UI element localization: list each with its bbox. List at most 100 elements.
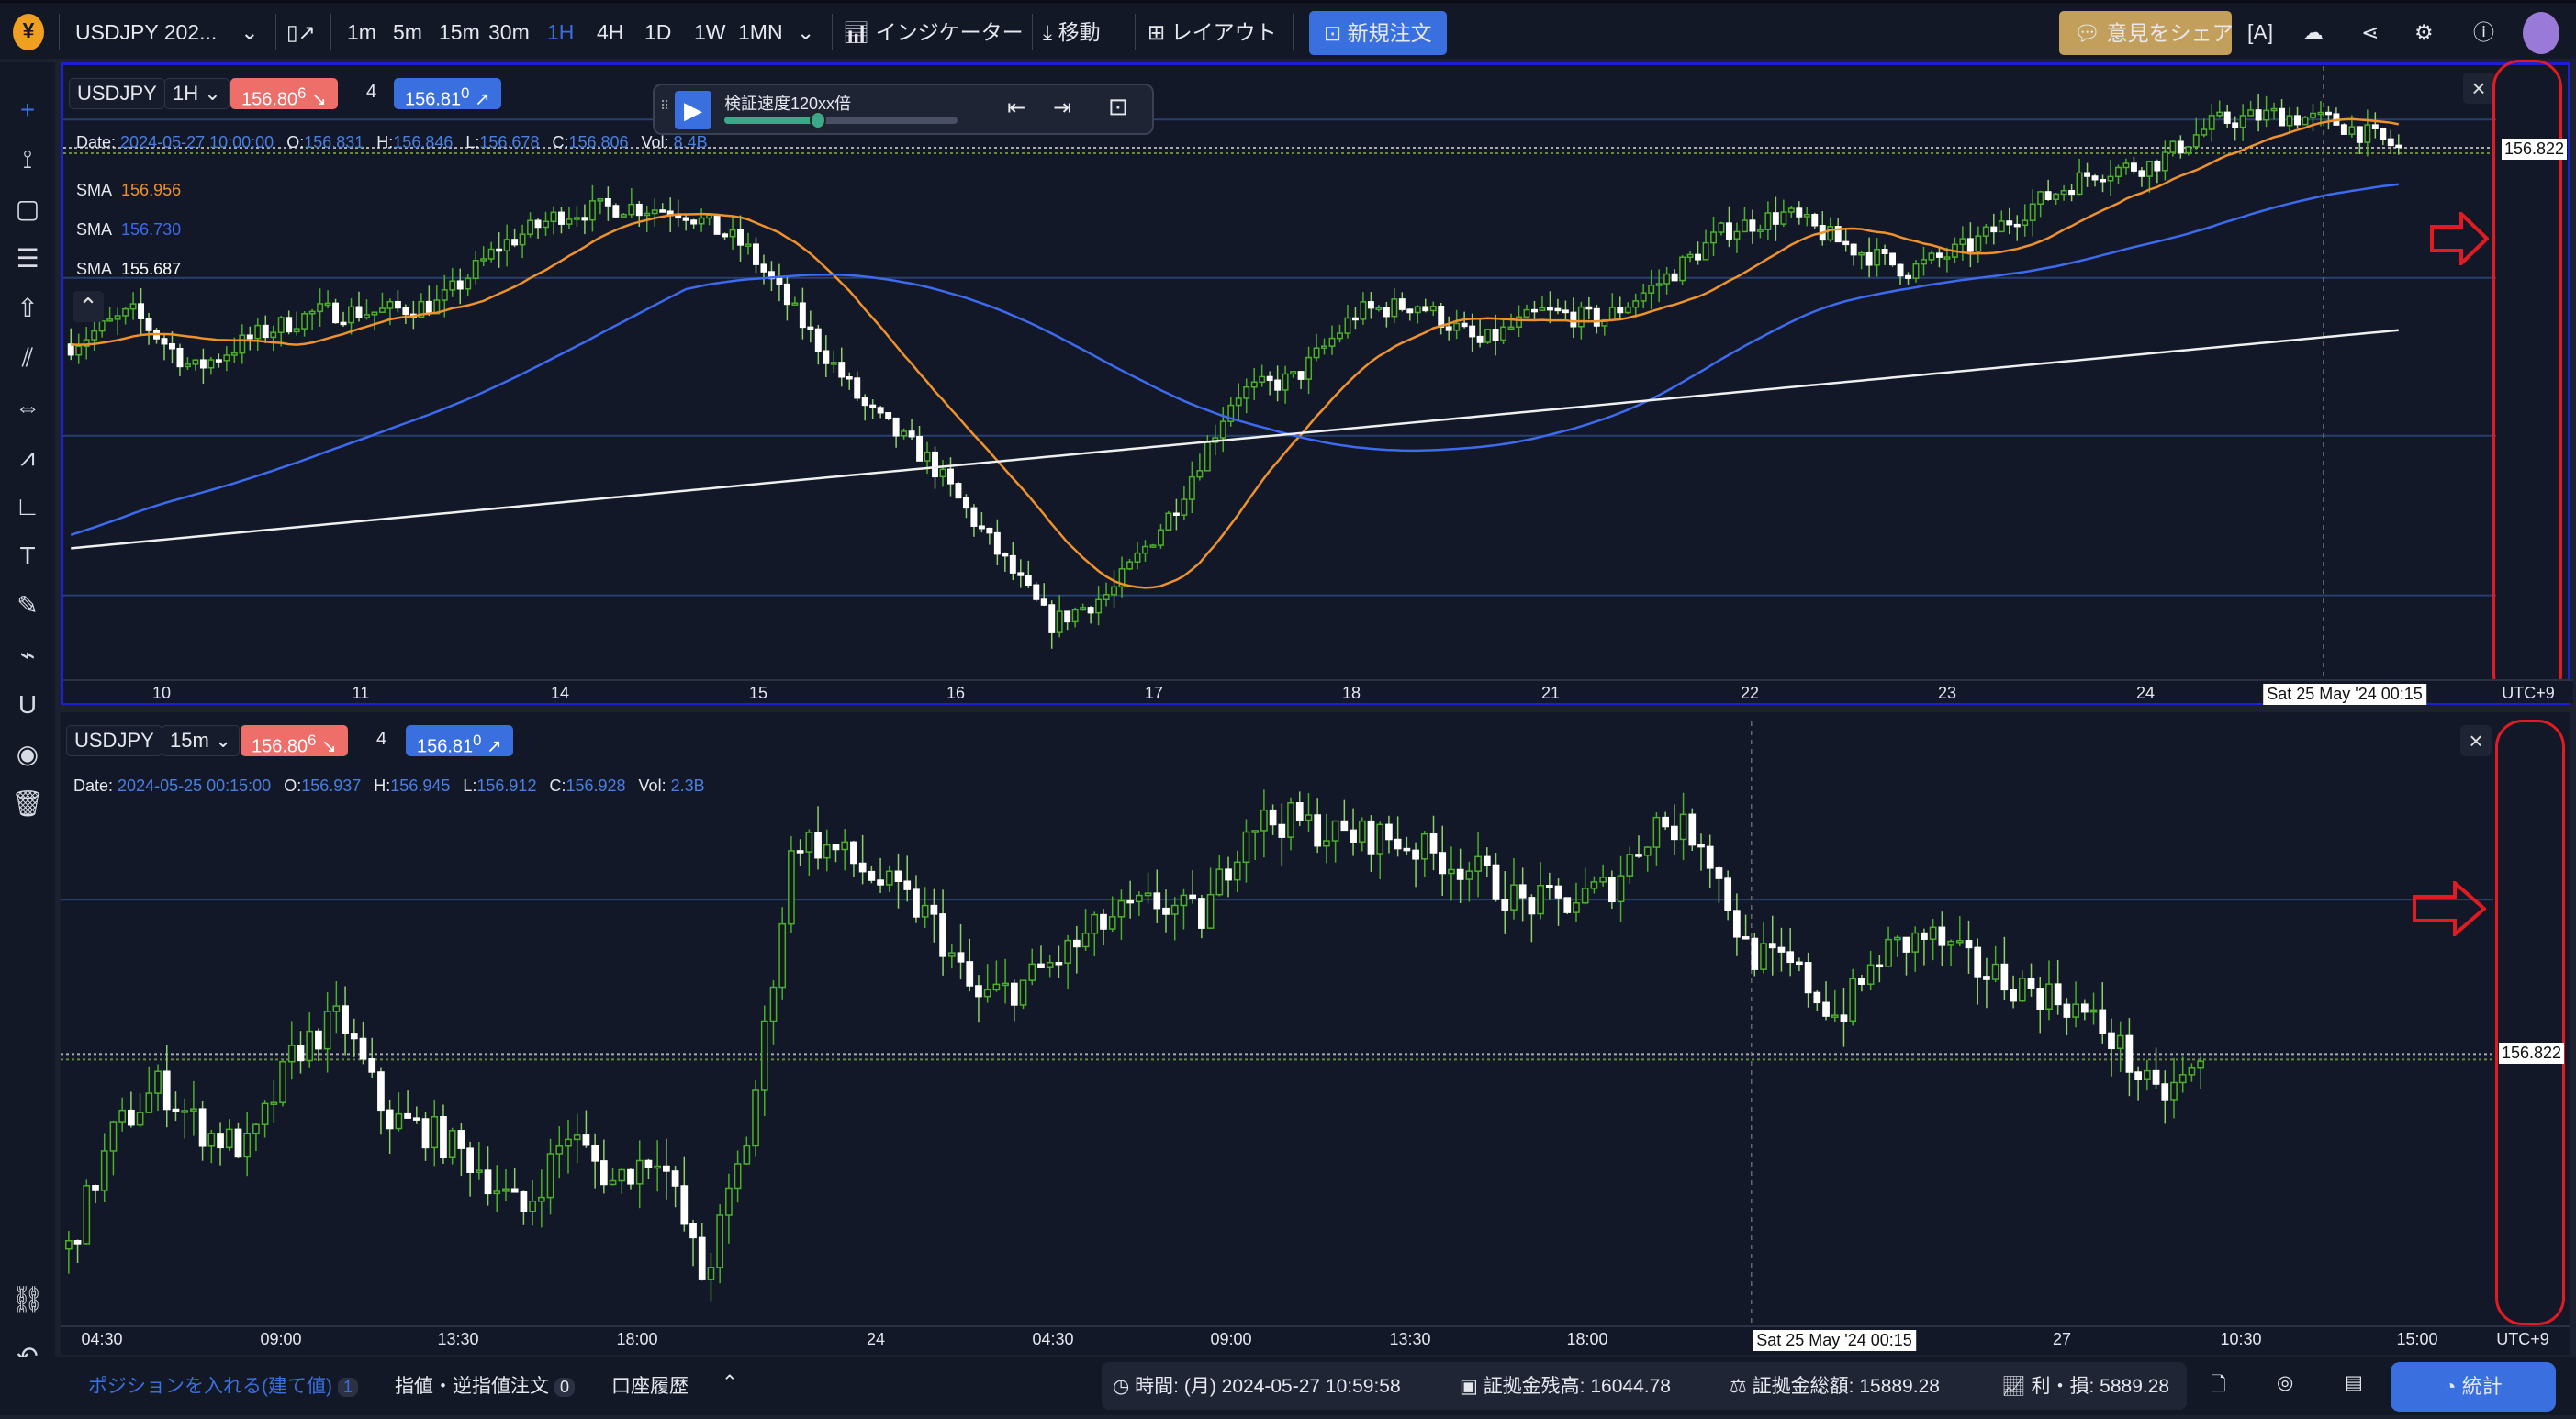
symbol-box[interactable]: USDJPY: [69, 78, 165, 109]
sma-legend-2[interactable]: SMA 156.730: [76, 220, 182, 239]
timeframe-1W[interactable]: 1W: [694, 20, 726, 44]
text-size-icon[interactable]: [A]: [2247, 20, 2274, 44]
time-axis[interactable]: 10 11 14 15 16 17 18 21 22 23 24 Sat 25 May '24 00:…: [63, 679, 2573, 705]
drag-handle-icon[interactable]: ⠿: [660, 98, 670, 113]
bull-candle: [308, 310, 316, 315]
arrow-up-icon[interactable]: ⇧: [17, 294, 39, 322]
positions-tab[interactable]: ポジションを入れる(建て値) 1: [88, 1371, 359, 1399]
time-axis[interactable]: 04:30 09:00 13:30 18:00 24 04:30 09:00 13:30 18:…: [61, 1325, 2570, 1351]
measure-icon[interactable]: ⇔: [15, 393, 40, 421]
indicators-button[interactable]: 📊︎ インジケーター: [843, 16, 1024, 49]
fib-icon[interactable]: ☰: [16, 244, 39, 273]
chart-type-icon[interactable]: ▯↗: [286, 20, 316, 44]
collapse-legend-button[interactable]: ⌃: [73, 291, 104, 322]
document-icon[interactable]: 🗋: [2211, 1374, 2226, 1395]
gear-icon[interactable]: ⚙: [2414, 20, 2434, 44]
bull-candle: [1103, 594, 1110, 601]
candlestick-chart-15m[interactable]: [61, 721, 2493, 1325]
ask-pip: 0: [461, 84, 470, 102]
trend-line-icon[interactable]: ⟟: [22, 145, 33, 173]
bull-candle: [1474, 855, 1482, 872]
timeframe-select[interactable]: 15m ⌄: [162, 725, 241, 756]
bear-candle: [635, 203, 643, 217]
cloud-icon[interactable]: ☁: [2302, 20, 2324, 44]
share-icon[interactable]: ⋖: [2361, 20, 2380, 44]
timeframe-1D[interactable]: 1D: [644, 20, 672, 44]
bear-candle: [753, 243, 759, 265]
bull-candle: [1358, 820, 1366, 843]
bear-candle: [581, 217, 588, 221]
sma-legend-3[interactable]: SMA 155.687: [76, 260, 182, 278]
close-pane-button[interactable]: ×: [2463, 73, 2494, 104]
channel-icon[interactable]: ⫽: [21, 343, 34, 372]
bear-candle: [682, 217, 689, 221]
pattern-icon[interactable]: ⩘: [20, 442, 35, 471]
timeframe-4H[interactable]: 4H: [597, 20, 624, 44]
play-button[interactable]: ▶: [675, 91, 711, 129]
compass-icon[interactable]: ◎: [2277, 1372, 2294, 1393]
share-feedback-button[interactable]: 💬︎ 意見をシェア: [2059, 11, 2234, 55]
slider-knob[interactable]: [809, 111, 826, 129]
bear-candle: [169, 342, 175, 350]
new-order-button[interactable]: ⊡ 新規注文: [1309, 11, 1447, 55]
timeframe-select[interactable]: 1H ⌄: [164, 78, 230, 109]
notes-icon[interactable]: ▤: [2345, 1372, 2363, 1393]
help-icon[interactable]: ⓘ: [2473, 20, 2494, 44]
history-tab[interactable]: 口座履歴: [611, 1376, 689, 1397]
timeframe-1H[interactable]: 1H: [547, 20, 575, 44]
bull-candle: [480, 258, 487, 262]
bull-candle: [1663, 273, 1671, 285]
bear-candle: [1726, 222, 1732, 240]
chart-pane-15m[interactable]: USDJPY 15m ⌄ 156.806 ↘ 4 156.810 ↗ Date:…: [61, 712, 2570, 1355]
bear-candle: [511, 239, 519, 246]
sell-price-button[interactable]: 156.806 ↘: [230, 78, 338, 110]
stats-button[interactable]: ◔ 統計: [2391, 1362, 2556, 1412]
sma-legend-1[interactable]: SMA 156.956: [76, 181, 182, 199]
close-pane-button[interactable]: ×: [2460, 725, 2492, 756]
bull-candle: [550, 211, 557, 223]
replay-speed-slider[interactable]: [724, 111, 958, 129]
brush-icon[interactable]: ✎: [17, 591, 39, 620]
timeframe-1MN[interactable]: 1MN: [738, 20, 783, 44]
buy-price-button[interactable]: 156.810 ↗: [394, 78, 501, 110]
layout-button[interactable]: ⊞ レイアウト: [1148, 16, 1277, 49]
bear-candle: [1394, 838, 1402, 850]
path-icon[interactable]: ∟: [15, 492, 40, 520]
exit-replay-icon[interactable]: ⊡: [1108, 93, 1128, 120]
bear-candle: [978, 525, 985, 530]
rectangle-icon[interactable]: ▢: [15, 195, 40, 223]
step-forward-icon[interactable]: ⇥: [1053, 95, 1072, 120]
buy-price-button[interactable]: 156.810 ↗: [406, 725, 513, 757]
timeframe-more-chevron-icon[interactable]: ⌄: [797, 20, 815, 44]
chart-pane-1h[interactable]: USDJPY 1H ⌄ 156.806 ↘ 4 156.810 ↗ Date: …: [61, 60, 2573, 705]
price-axis-highlight[interactable]: [2495, 720, 2565, 1325]
paint-icon[interactable]: ⌁: [19, 641, 36, 669]
orders-tab[interactable]: 指値・逆指値注文 0: [395, 1371, 576, 1399]
candlestick-chart-1h[interactable]: [63, 66, 2496, 680]
trash-icon[interactable]: 🗑︎: [11, 789, 44, 818]
bull-candle: [1344, 317, 1351, 334]
bull-candle: [114, 315, 121, 320]
crosshair-icon[interactable]: +: [19, 95, 36, 124]
timezone-label[interactable]: UTC+9: [2496, 1330, 2549, 1348]
timeframe-5m[interactable]: 5m: [393, 20, 422, 44]
bull-candle: [1188, 475, 1195, 500]
magnet-icon[interactable]: U: [17, 690, 38, 719]
timeframe-15m[interactable]: 15m: [439, 20, 480, 44]
ask-pip: 0: [473, 732, 482, 749]
symbol-selector[interactable]: USDJPY 202... ⌄: [75, 16, 259, 49]
text-icon[interactable]: T: [19, 542, 36, 570]
step-back-icon[interactable]: ⇤: [1007, 95, 1026, 120]
timeframe-30m[interactable]: 30m: [488, 20, 530, 44]
move-button[interactable]: ⤓ 移動: [1043, 16, 1101, 49]
timezone-label[interactable]: UTC+9: [2502, 684, 2555, 702]
bear-candle: [332, 302, 340, 324]
avatar[interactable]: [2523, 12, 2559, 54]
expand-panel-chevron-icon[interactable]: ⌃: [722, 1372, 738, 1393]
eye-icon[interactable]: ◉: [16, 740, 39, 768]
link-icon[interactable]: ⛓︎: [11, 1285, 44, 1313]
symbol-box[interactable]: USDJPY: [66, 725, 162, 756]
sell-price-button[interactable]: 156.806 ↘: [241, 725, 348, 757]
bull-candle: [364, 314, 370, 318]
timeframe-1m[interactable]: 1m: [347, 20, 376, 44]
